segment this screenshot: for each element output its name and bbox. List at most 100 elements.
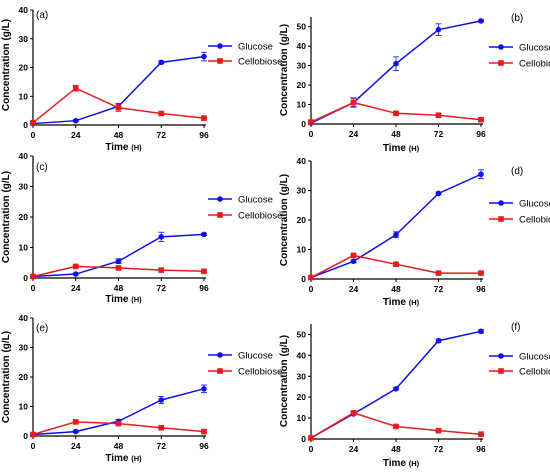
glucose-point (435, 337, 442, 344)
series-glucose (30, 231, 207, 280)
glucose-point (393, 60, 399, 67)
legend-marker (498, 216, 504, 222)
x-tick-label: 72 (157, 441, 167, 451)
cellobiose-point (158, 424, 165, 431)
x-tick-label: 0 (309, 129, 314, 139)
x-tick-label: 0 (31, 441, 36, 451)
legend-item-cellobiose: Cellobiose (208, 57, 282, 68)
y-tick-label: 50 (297, 329, 307, 339)
x-tick-label: 24 (349, 444, 359, 454)
y-tick-label: 10 (297, 245, 307, 255)
x-tick-label: 0 (309, 444, 314, 454)
x-axis-title: Time (H) (105, 294, 142, 305)
cellobiose-point (72, 85, 79, 91)
chart-panel-e: 0 10 20 30 40 0 24 48 72 96 Time (H) Concentration … (1, 313, 282, 464)
cellobiose-point (115, 265, 122, 271)
y-tick-label: 10 (297, 100, 307, 110)
chart-panel-c: 0 10 20 30 40 0 24 48 72 96 Time (H) Concentration … (1, 151, 282, 305)
panel-label: (f) (511, 322, 520, 333)
series-cellobiose (308, 97, 484, 125)
legend-marker (498, 353, 504, 359)
legend-item-glucose: Glucose (489, 352, 550, 363)
cellobiose-point (201, 268, 207, 275)
y-tick-label: 30 (19, 343, 29, 353)
legend-label: Cellobiose (519, 367, 550, 378)
x-tick-label: 24 (71, 283, 81, 293)
series-cellobiose (30, 263, 207, 280)
y-tick-label: 0 (23, 431, 28, 441)
glucose-point (393, 386, 399, 392)
x-axis-title: Time (H) (105, 142, 142, 153)
x-tick-label: 72 (434, 444, 444, 454)
legend-item-cellobiose: Cellobiose (208, 211, 282, 222)
x-axis-title: Time (H) (105, 453, 142, 464)
glucose-point (435, 26, 442, 33)
y-tick-label: 40 (19, 151, 29, 161)
panel-label: (c) (36, 162, 48, 173)
panel-label: (a) (36, 10, 48, 21)
cellobiose-point (30, 431, 36, 438)
legend-label: Cellobiose (238, 367, 282, 378)
y-tick-label: 20 (297, 392, 307, 402)
x-tick-label: 72 (157, 130, 167, 140)
series-cellobiose (308, 252, 484, 281)
x-axis-unit: (H) (409, 459, 420, 468)
y-tick-label: 50 (297, 22, 307, 32)
glucose-point (201, 53, 207, 60)
glucose-line (310, 20, 482, 124)
y-tick-label: 0 (301, 274, 306, 284)
legend-item-cellobiose: Cellobiose (489, 215, 550, 226)
y-axis-title: Concentration (g/L) (279, 24, 290, 116)
y-tick-label: 10 (297, 413, 307, 423)
legend-item-glucose: Glucose (489, 43, 550, 54)
legend-marker (217, 212, 223, 218)
x-axis-unit: (H) (409, 298, 420, 307)
legend-label: Glucose (519, 352, 550, 363)
x-tick-label: 48 (114, 441, 124, 451)
x-axis-title-text: Time (383, 458, 407, 469)
chart-panel-d: 0 10 20 30 40 0 24 48 72 96 Time (H) Concentration … (279, 156, 550, 308)
y-tick-label: 0 (301, 119, 306, 129)
x-tick-label: 48 (391, 284, 401, 294)
y-tick-label: 30 (297, 186, 307, 196)
chart-panel-b: 0 10 20 30 40 50 0 24 48 72 96 Time (H) Concentratio… (279, 13, 550, 154)
legend-label: Cellobiose (519, 215, 550, 226)
y-tick-label: 20 (19, 63, 29, 73)
cellobiose-point (201, 115, 207, 121)
cellobiose-point (115, 420, 122, 427)
y-tick-label: 20 (19, 372, 29, 382)
cellobiose-point (435, 270, 442, 276)
legend-label: Glucose (519, 43, 550, 54)
glucose-point (393, 231, 399, 238)
x-axis-title-text: Time (105, 453, 129, 464)
cellobiose-point (308, 274, 314, 281)
cellobiose-point (393, 110, 399, 117)
legend-marker (217, 196, 223, 202)
legend-item-glucose: Glucose (208, 351, 273, 362)
legend-item-glucose: Glucose (489, 199, 550, 210)
panel-label: (e) (36, 323, 48, 334)
x-axis-title: Time (H) (383, 297, 420, 308)
x-tick-label: 24 (349, 284, 359, 294)
x-axis-title-text: Time (383, 143, 407, 154)
legend-item-cellobiose: Cellobiose (489, 367, 550, 378)
y-tick-label: 40 (297, 41, 307, 51)
x-tick-label: 48 (391, 444, 401, 454)
legend-marker (217, 368, 223, 374)
y-tick-label: 30 (297, 371, 307, 381)
cellobiose-point (393, 423, 399, 430)
x-axis-title: Time (H) (383, 143, 420, 154)
x-tick-label: 48 (391, 129, 401, 139)
y-tick-label: 40 (297, 350, 307, 360)
glucose-point (115, 258, 122, 265)
legend-label: Cellobiose (238, 211, 282, 222)
x-tick-label: 24 (349, 129, 359, 139)
legend-item-glucose: Glucose (208, 42, 273, 53)
y-tick-label: 10 (19, 91, 29, 101)
cellobiose-point (350, 99, 357, 106)
series-cellobiose (308, 410, 484, 441)
x-axis-unit: (H) (131, 143, 142, 152)
cellobiose-point (350, 252, 357, 259)
glucose-point (72, 271, 79, 277)
